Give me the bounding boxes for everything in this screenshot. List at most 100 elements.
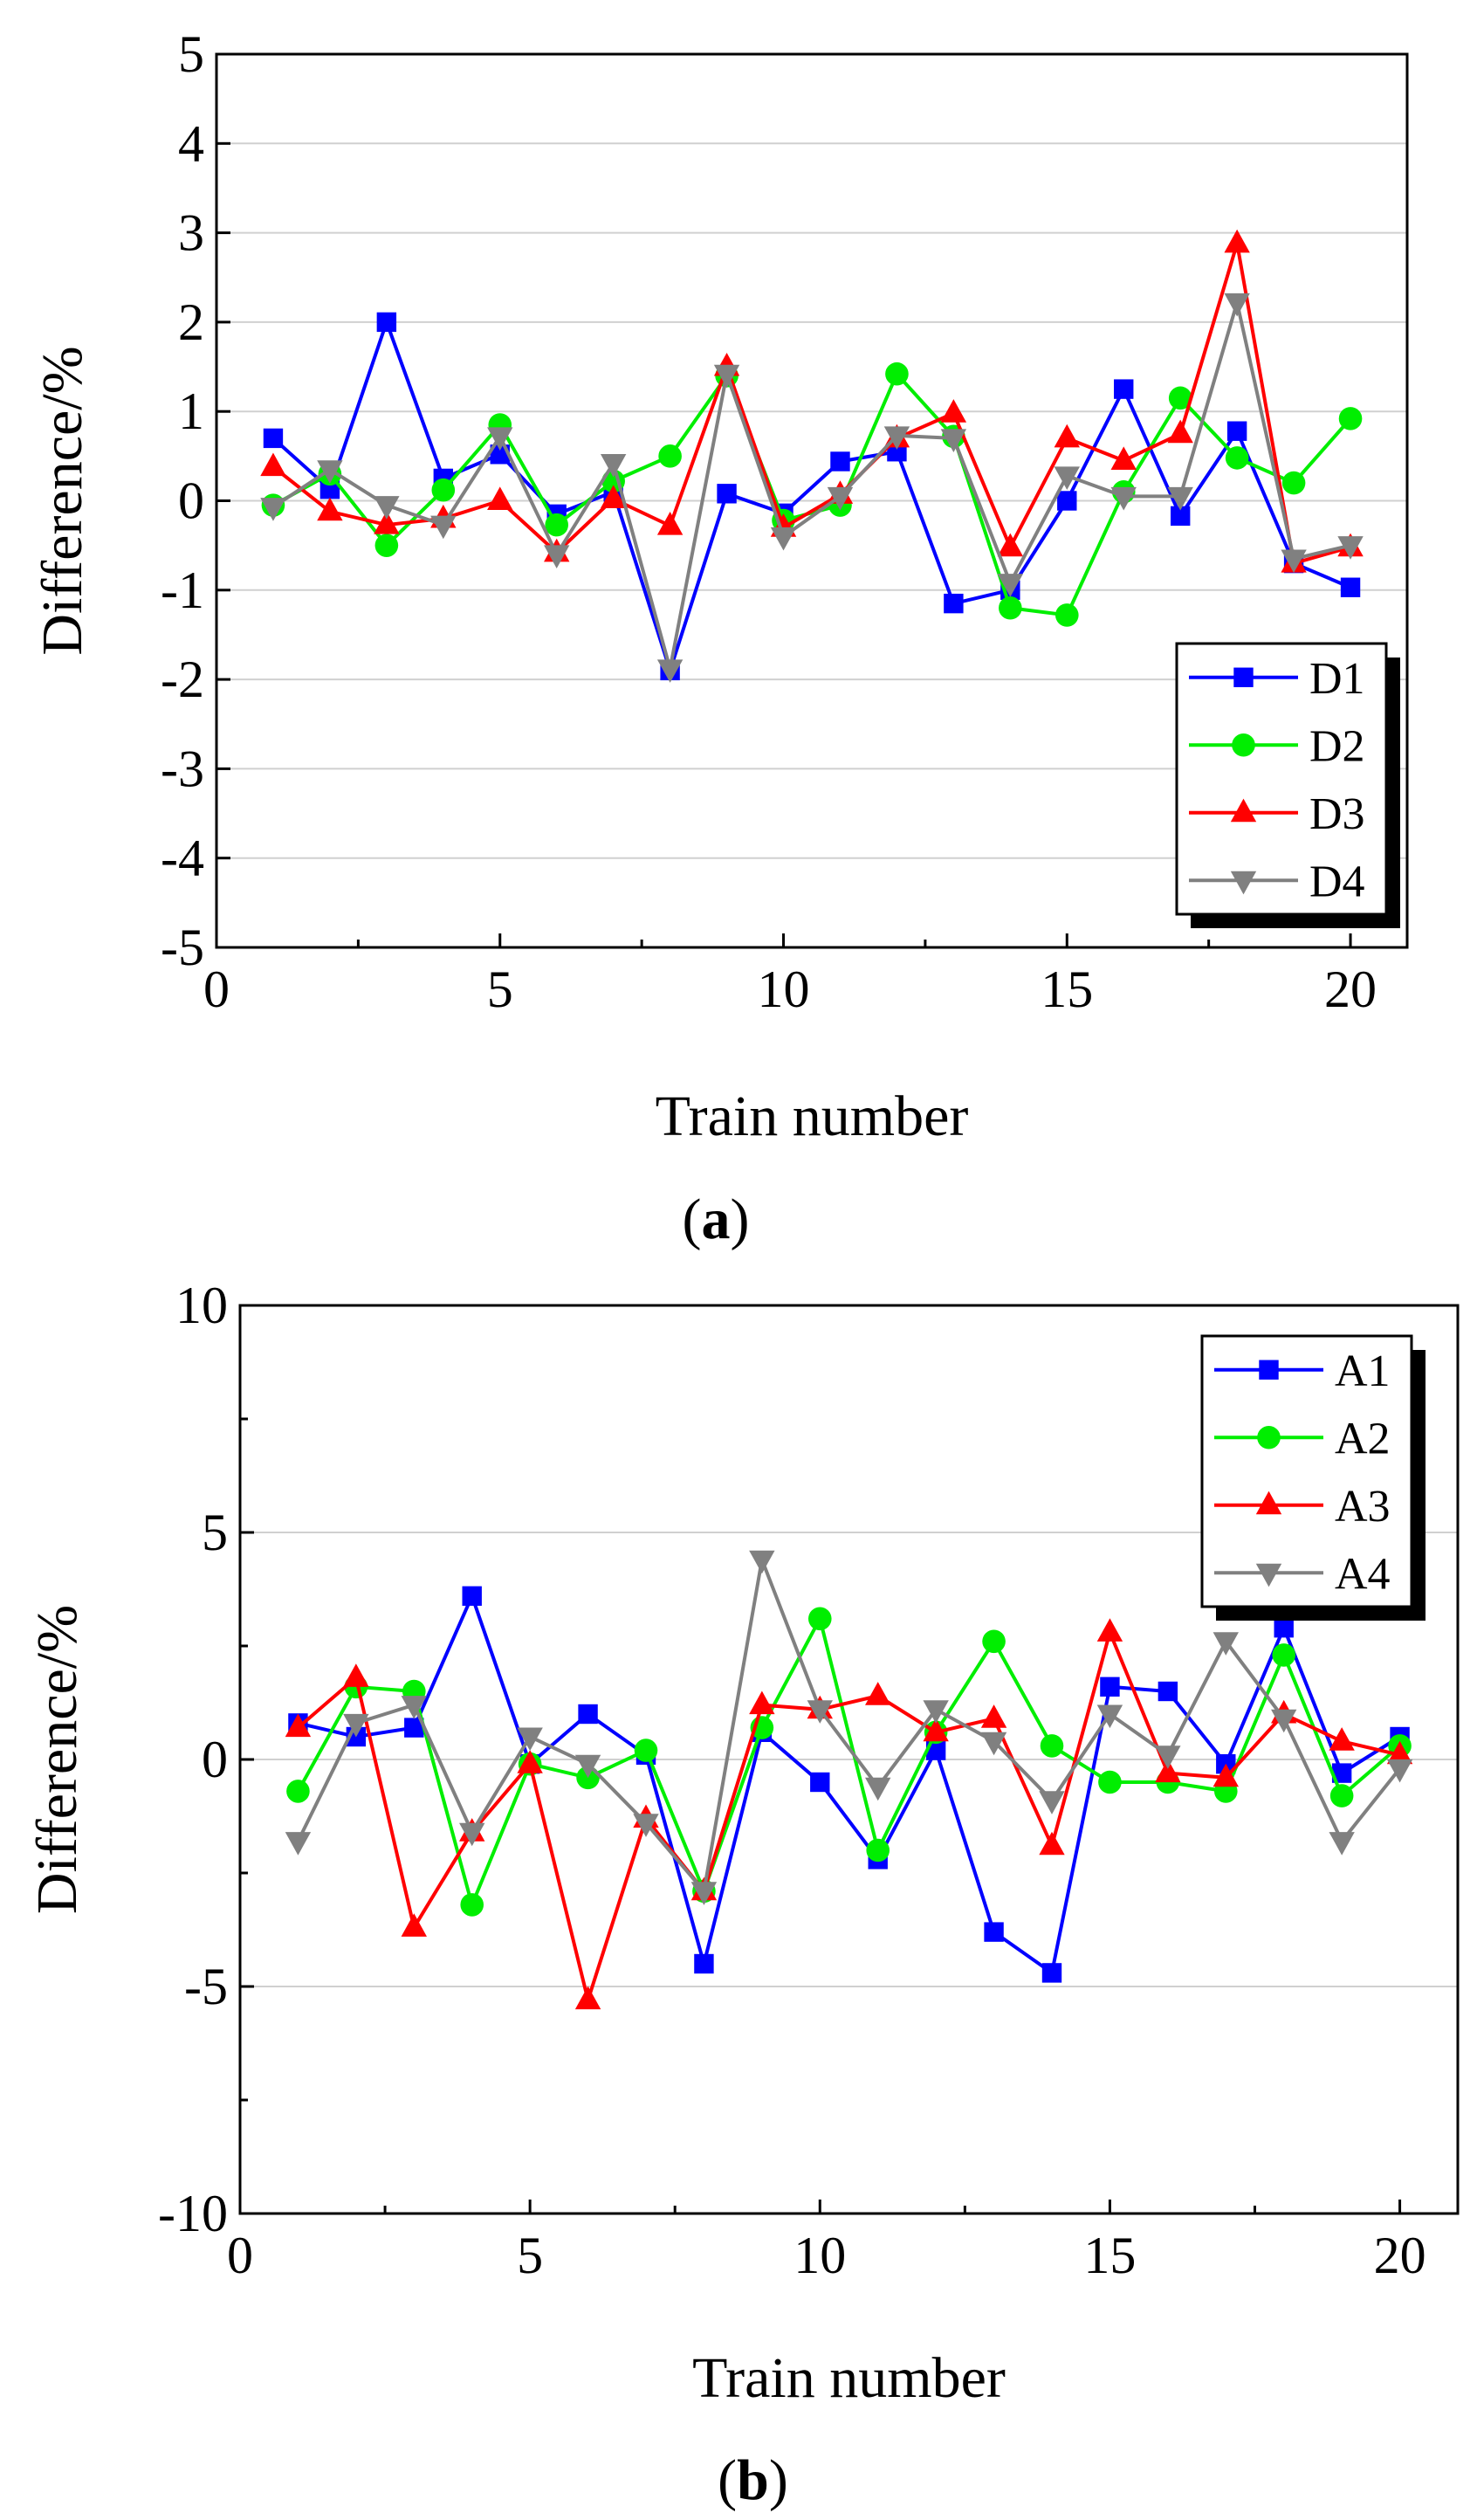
data-point	[940, 429, 967, 452]
x-axis-title: Train number	[656, 1084, 969, 1148]
data-point	[1340, 577, 1361, 597]
panel-label: (a)	[683, 1188, 750, 1251]
chart-panel-b: -10 -5 0 5 10 0 5 10 15 20 Train number Difference/…	[25, 1277, 1460, 2512]
data-point	[883, 426, 910, 450]
data-point	[980, 1704, 1007, 1728]
data-point	[997, 574, 1024, 597]
chart-panel-a: -5 -4 -3 -2 -1 0 1 2 3 4 5 0 5 10 15 20 Train number Diff…	[31, 25, 1409, 1251]
legend-label: D1	[1309, 654, 1365, 704]
data-point	[717, 484, 737, 504]
legend-entry-A4: A4	[1214, 1549, 1391, 1599]
y-axis-title: Difference/%	[31, 346, 94, 655]
x-tick-label: 0	[203, 960, 230, 1018]
data-point	[376, 312, 397, 333]
legend-label: D2	[1309, 721, 1365, 771]
data-point	[1213, 1763, 1239, 1787]
data-point	[982, 1629, 1006, 1654]
legend-label: D3	[1309, 789, 1365, 839]
data-point	[1225, 446, 1249, 470]
legend-box	[1175, 642, 1388, 916]
legend-label: A2	[1335, 1414, 1391, 1463]
legend: D1 D2 D3 D4	[1175, 642, 1400, 928]
y-tick-label: 0	[202, 1731, 228, 1788]
data-point	[656, 512, 684, 535]
data-point	[1281, 549, 1307, 574]
data-point	[459, 1822, 485, 1847]
data-point	[749, 1690, 775, 1715]
series-A4	[285, 1550, 1413, 1905]
data-point	[1329, 1832, 1355, 1856]
x-tick-label: 5	[517, 2227, 543, 2284]
y-tick-label: 2	[178, 293, 204, 351]
data-point	[923, 1718, 949, 1742]
data-point	[285, 1713, 312, 1738]
data-point	[431, 478, 456, 502]
x-tick-label: 10	[793, 2227, 846, 2284]
legend-entry-A3: A3	[1214, 1482, 1391, 1532]
data-point	[770, 527, 797, 551]
data-point	[1226, 421, 1247, 441]
data-point	[317, 497, 343, 521]
data-point	[1167, 419, 1193, 444]
series-line	[271, 301, 1351, 670]
data-point	[487, 486, 513, 510]
data-point	[984, 1922, 1004, 1942]
y-tick-label: 1	[178, 382, 204, 440]
x-tick-label: 15	[1041, 960, 1093, 1018]
y-tick-label: -2	[161, 651, 204, 708]
data-point	[1329, 1784, 1354, 1807]
data-point	[807, 1607, 832, 1631]
legend-marker	[1257, 1425, 1281, 1449]
data-point	[1040, 1734, 1064, 1758]
legend-entry-A2: A2	[1214, 1414, 1391, 1463]
data-point	[658, 444, 682, 468]
legend-entry-D1: D1	[1189, 654, 1365, 704]
data-point	[1272, 1643, 1296, 1667]
data-point	[1281, 471, 1306, 495]
legend-marker	[1233, 667, 1254, 687]
x-tick-label: 0	[227, 2227, 253, 2284]
data-point	[1158, 1681, 1178, 1702]
data-point	[574, 1754, 601, 1779]
series-D1	[263, 312, 1361, 681]
data-point	[1057, 491, 1077, 511]
data-point	[1386, 1759, 1413, 1783]
data-point	[600, 454, 627, 478]
legend-label: A4	[1335, 1549, 1391, 1599]
y-axis: -10 -5 0 5 10	[158, 1277, 254, 2242]
data-point	[1271, 1709, 1297, 1733]
x-tick-label: 5	[487, 960, 513, 1018]
legend-marker	[1259, 1360, 1279, 1380]
data-point	[260, 498, 286, 521]
data-point	[1110, 486, 1137, 511]
y-tick-label: -1	[161, 561, 204, 619]
legend-marker	[1230, 798, 1257, 823]
data-point	[634, 1739, 658, 1762]
data-point	[1224, 293, 1250, 317]
data-point	[401, 1913, 427, 1937]
panel-label: (b)	[718, 2448, 788, 2512]
data-point	[1055, 603, 1079, 627]
data-point	[999, 596, 1022, 620]
data-point	[1224, 229, 1250, 253]
data-point	[1337, 536, 1364, 560]
data-point	[487, 427, 513, 451]
data-point	[980, 1732, 1007, 1756]
data-point	[749, 1550, 775, 1574]
data-point	[260, 452, 286, 477]
data-point	[940, 399, 967, 423]
data-point	[865, 1682, 891, 1705]
data-point	[401, 1696, 427, 1719]
y-tick-label: -10	[158, 2185, 228, 2242]
y-tick-label: -4	[161, 830, 204, 887]
data-point	[343, 1713, 369, 1738]
data-point	[1054, 423, 1080, 448]
series-D4	[260, 293, 1364, 683]
data-point	[460, 1893, 484, 1917]
data-point	[1096, 1704, 1123, 1729]
data-point	[404, 1718, 424, 1738]
x-tick-label: 15	[1083, 2227, 1136, 2284]
data-point	[544, 545, 570, 568]
data-point	[1386, 1740, 1413, 1765]
